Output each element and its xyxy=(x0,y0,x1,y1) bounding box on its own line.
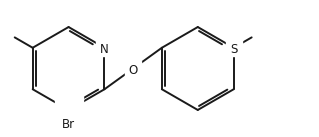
Text: O: O xyxy=(129,64,138,76)
Text: S: S xyxy=(230,43,237,56)
Text: Br: Br xyxy=(62,118,75,131)
Text: N: N xyxy=(100,43,109,56)
